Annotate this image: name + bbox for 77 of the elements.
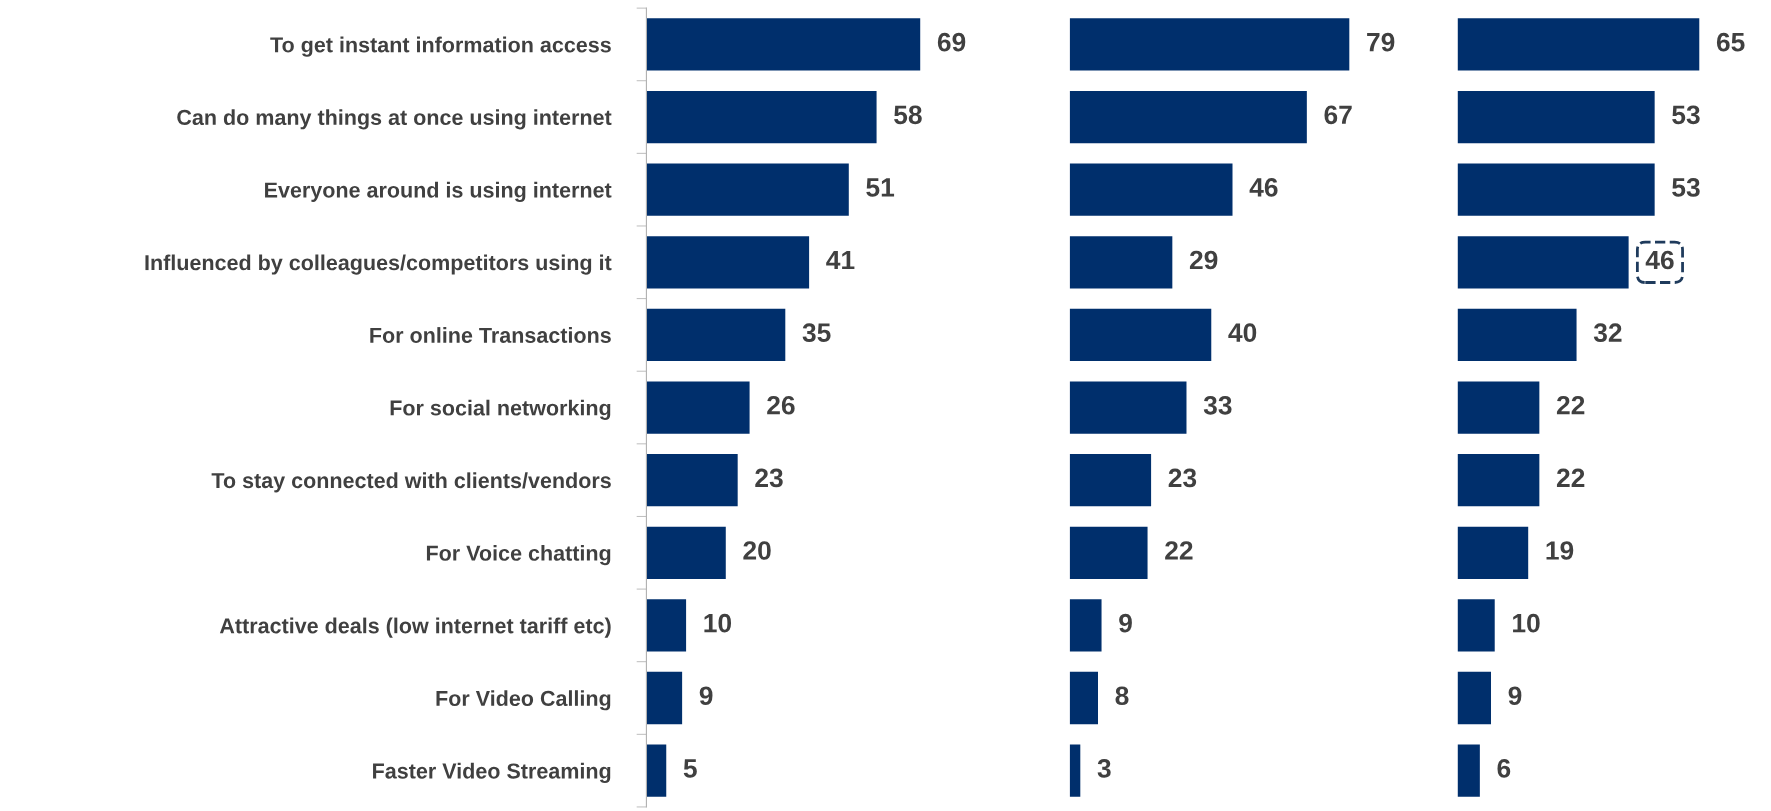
bar — [1457, 308, 1577, 362]
bar — [1069, 381, 1187, 434]
y-tick-label: Can do many things at once using internet — [177, 109, 612, 130]
bar — [1457, 236, 1629, 289]
bar — [646, 236, 810, 289]
data-label: 79 — [1367, 32, 1395, 52]
y-tick-label: To stay connected with clients/vendors — [211, 472, 611, 493]
data-label: 9 — [1119, 613, 1132, 633]
data-label: 5 — [683, 759, 697, 778]
data-label: 53 — [1672, 105, 1700, 125]
y-tick-label: For Voice chatting — [426, 544, 611, 566]
bar — [1457, 163, 1655, 216]
bar — [646, 526, 726, 579]
data-label: 22 — [1556, 395, 1585, 415]
bar — [646, 163, 849, 216]
bar — [646, 454, 738, 507]
bar — [646, 599, 687, 652]
data-label: 69 — [937, 32, 966, 52]
data-label: 65 — [1716, 32, 1745, 52]
bar — [1069, 163, 1233, 216]
bar — [646, 18, 921, 71]
data-label: 41 — [826, 250, 855, 270]
bar — [646, 308, 786, 362]
data-label: 35 — [802, 323, 831, 343]
bar — [1069, 454, 1152, 507]
annotation: 46 — [1645, 250, 1674, 270]
y-tick-label: Attractive deals (low internet tariff etc) — [219, 617, 611, 638]
data-label: 6 — [1497, 759, 1511, 778]
data-label: 10 — [1513, 613, 1540, 633]
data-label: 32 — [1593, 323, 1622, 343]
bar — [1069, 526, 1148, 579]
data-label: 40 — [1228, 323, 1257, 342]
bar — [1069, 18, 1350, 71]
data-label: 10 — [704, 613, 732, 633]
data-label: 53 — [1672, 178, 1700, 197]
bar — [1069, 236, 1173, 289]
y-tick-label: Everyone around is using internet — [265, 181, 612, 203]
bar — [1069, 599, 1102, 652]
data-label: 3 — [1097, 759, 1111, 778]
bar — [1069, 671, 1098, 725]
data-label: 33 — [1203, 395, 1232, 415]
data-label: 19 — [1546, 541, 1574, 560]
data-label: 23 — [1168, 468, 1197, 488]
y-tick-label: To get instant information access — [270, 36, 611, 57]
y-tick-label: Faster Video Streaming — [373, 762, 611, 783]
data-label: 20 — [743, 541, 771, 560]
y-tick-label: For online Transactions — [370, 327, 611, 343]
bar — [646, 90, 877, 144]
data-label: 29 — [1189, 250, 1218, 270]
y-tick-label: For social networking — [390, 399, 611, 420]
bar — [1457, 526, 1529, 579]
data-label: 22 — [1165, 541, 1193, 560]
bar — [646, 381, 750, 434]
bar — [1457, 90, 1655, 144]
bar — [646, 671, 683, 725]
data-label: 26 — [767, 395, 795, 415]
data-label: 8 — [1115, 686, 1129, 706]
bar — [1069, 308, 1212, 362]
data-label: 46 — [1249, 178, 1278, 197]
bar — [1457, 744, 1480, 797]
bar — [1457, 381, 1540, 434]
y-tick-label: For Video Calling — [436, 690, 611, 711]
data-label: 67 — [1324, 105, 1352, 125]
data-label: 23 — [755, 468, 783, 488]
bar — [1457, 671, 1492, 725]
bar — [1069, 744, 1081, 797]
data-label: 9 — [699, 686, 713, 706]
y-tick-label: Influenced by colleagues/competitors using it — [145, 254, 612, 275]
bar — [1069, 90, 1307, 144]
data-label: 9 — [1508, 686, 1522, 706]
bar — [1457, 454, 1540, 507]
data-label: 51 — [866, 178, 895, 197]
bar — [1457, 599, 1495, 652]
bar — [1457, 18, 1700, 71]
data-label: 58 — [894, 105, 922, 125]
data-label: 22 — [1556, 468, 1585, 487]
bar — [646, 744, 667, 797]
